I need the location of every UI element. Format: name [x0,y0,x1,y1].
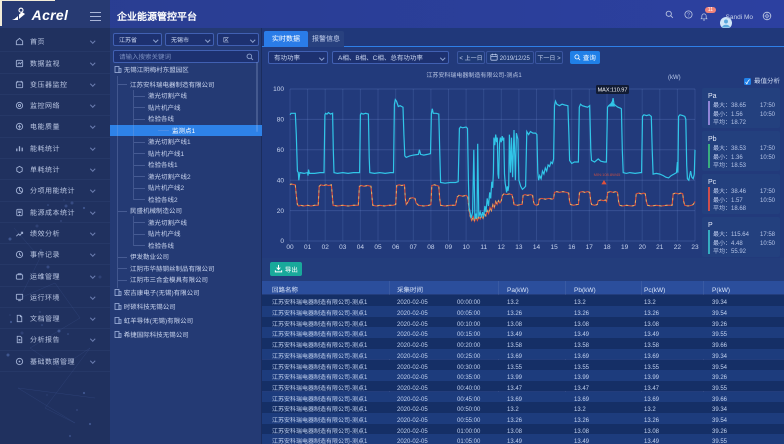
svg-text:60: 60 [277,147,285,154]
svg-text:MAX:110.97: MAX:110.97 [598,88,628,94]
svg-text:22: 22 [674,244,682,251]
svg-text:23: 23 [691,244,699,251]
svg-text:19: 19 [621,244,629,251]
svg-text:11: 11 [480,244,487,251]
svg-text:15: 15 [550,244,558,251]
svg-text:13: 13 [515,244,523,251]
svg-text:21: 21 [656,244,664,251]
svg-text:01: 01 [304,244,312,251]
svg-text:20: 20 [277,208,285,215]
svg-text:03: 03 [339,244,347,251]
svg-text:16: 16 [568,244,576,251]
svg-text:18: 18 [603,244,611,251]
svg-text:02: 02 [322,244,330,251]
svg-text:10: 10 [462,244,470,251]
svg-text:12: 12 [498,244,506,251]
svg-text:80: 80 [277,117,285,124]
svg-text:07: 07 [410,244,418,251]
svg-text:100: 100 [273,86,284,93]
svg-text:04: 04 [357,244,365,251]
svg-text:00: 00 [286,244,294,251]
svg-text:06: 06 [392,244,400,251]
svg-text:MIN:108.8W45: MIN:108.8W45 [594,172,621,177]
svg-text:0: 0 [280,238,284,245]
svg-text:17: 17 [586,244,594,251]
svg-text:09: 09 [445,244,453,251]
svg-text:?: ? [687,10,690,18]
svg-text:40: 40 [277,177,285,184]
svg-text:08: 08 [427,244,435,251]
svg-text:20: 20 [639,244,647,251]
svg-text:05: 05 [374,244,382,251]
svg-text:14: 14 [533,244,541,251]
